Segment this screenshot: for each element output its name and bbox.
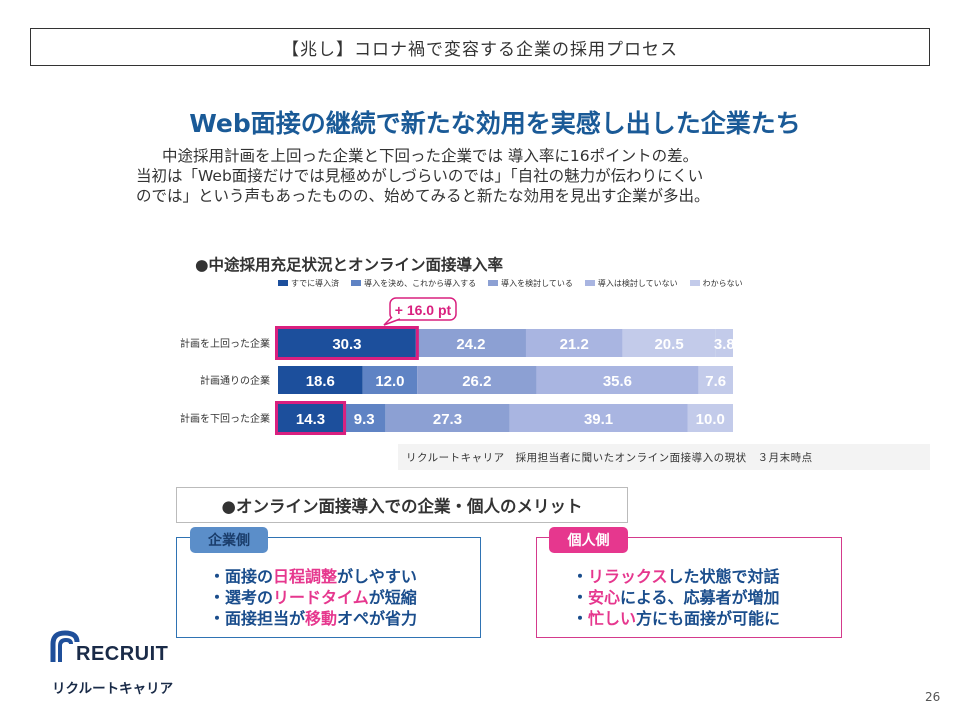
person-merit-list: ・リラックスした状態で対話 ・安心による、応募者が増加 ・忙しい方にも面接が可能に [572,566,780,629]
bar-value-label: 20.5 [654,336,683,353]
merit-item: ・面接担当が移動オペが省力 [209,608,417,629]
bar-value-label: 35.6 [603,373,632,390]
page-number: 26 [925,690,941,704]
bar-value-label: 3.8 [714,336,735,353]
bar-value-label: 9.3 [354,411,375,428]
merit-text: がしやすい [337,567,417,586]
bar-segment [687,404,733,432]
subtitle: 中途採用計画を上回った企業と下回った企業では 導入率に16ポイントの差。 当初は… [120,146,840,206]
bar-segment [698,366,733,394]
stacked-bar-chart: 計画を上回った企業 30.3 24.2 21.2 20.5 3.8 計画通りの企業 18.6 1… [180,297,735,435]
bar-value-label: 7.6 [705,373,726,390]
merit-text: ・選考の [209,588,274,607]
merit-text: ・面接担当が [209,609,306,628]
chart-title: ●中途採用充足状況とオンライン面接導入率 [195,256,504,274]
merit-highlight: 安心 [588,588,621,607]
bar-value-label: 27.3 [433,411,462,428]
highlight-frame [275,326,419,360]
bar-segment [385,404,510,432]
annotation-pointer [383,316,401,326]
source-note: リクルートキャリア 採用担当者に聞いたオンライン面接導入の現状 ３月末時点 [398,444,930,470]
bar-value-label: 14.3 [296,411,325,428]
legend-item: 導入を決め、これから導入する [351,277,476,289]
person-merit-panel [536,537,842,638]
merit-item: ・忙しい方にも面接が可能に [572,608,780,629]
bar-segment [622,329,716,357]
merit-item: ・選考のリードタイムが短縮 [209,587,417,608]
bar-segment [278,366,363,394]
bar-value-label: 18.6 [306,373,335,390]
legend-item: 導入は検討していない [584,277,678,289]
annotation-bubble [389,297,457,321]
subtitle-line-1: 中途採用計画を上回った企業と下回った企業では 導入率に16ポイントの差。 [162,147,699,165]
merit-item: ・安心による、応募者が増加 [572,587,780,608]
person-tag: 個人側 [549,527,628,553]
bar-value-label: 21.2 [560,336,589,353]
merit-item: ・面接の日程調整がしやすい [209,566,417,587]
legend-label: すでに導入済 [291,278,340,288]
bar-segment [343,404,386,432]
legend-label: わからない [702,278,743,288]
subtitle-line-3: のでは」という声もあったものの、始めてみると新たな効用を見出す企業が多出。 [136,187,710,205]
legend-label: 導入は検討していない [597,278,678,288]
legend-swatch [689,280,700,286]
header-title-box: 【兆し】コロナ禍で変容する企業の採用プロセス [30,28,930,66]
legend-label: 導入を決め、これから導入する [364,278,477,288]
merit-text: ・ [572,567,589,586]
bar-segment [278,329,416,357]
bar-value-label: 26.2 [462,373,491,390]
merit-text: ・面接の [209,567,274,586]
category-label: 計画を上回った企業 [180,337,270,350]
bar-value-label: 24.2 [456,336,485,353]
legend-item: わからない [689,277,743,289]
merit-highlight: リラックス [588,567,668,586]
bar-segment [417,366,537,394]
merit-text: した状態で対話 [667,567,780,586]
merit-highlight: リードタイム [273,588,369,607]
legend-swatch [278,280,288,286]
merit-highlight: 移動 [305,609,338,628]
company-merit-list: ・面接の日程調整がしやすい ・選考のリードタイムが短縮 ・面接担当が移動オペが省力 [209,566,417,629]
bar-value-label: 10.0 [696,411,725,428]
subtitle-line-2: 当初は「Web面接だけでは見極めがしづらいのでは」「自社の魅力が伝わりにくい [136,167,704,185]
header-title: 【兆し】コロナ禍で変容する企業の採用プロセス [282,39,678,60]
recruit-career-logo-text: リクルートキャリア [52,681,174,697]
bar-value-label: 12.0 [375,373,404,390]
merit-text: ・ [572,609,589,628]
legend-swatch [351,280,362,286]
annotation-label: + 16.0 pt [395,302,452,318]
legend-item: すでに導入済 [278,277,339,289]
merit-text: 方にも面接が可能に [636,609,781,628]
bar-segment [536,366,699,394]
bar-segment [715,329,733,357]
legend-swatch [584,280,595,286]
merit-highlight: 忙しい [588,609,637,628]
merit-text: による、応募者が増加 [620,588,780,607]
bar-segment [415,329,526,357]
company-merit-panel [176,537,481,638]
recruit-logo-icon [50,630,80,662]
category-label: 計画通りの企業 [200,374,270,387]
bar-segment [362,366,418,394]
chart-legend: すでに導入済 導入を決め、これから導入する 導入を検討している 導入は検討していない わ… [278,277,743,289]
merit-text: オペが省力 [337,609,418,628]
bar-segment [525,329,623,357]
bar-segment [278,404,344,432]
merit-highlight: 日程調整 [273,567,338,586]
category-label: 計画を下回った企業 [180,412,270,425]
merit-item: ・リラックスした状態で対話 [572,566,780,587]
legend-swatch [488,280,499,286]
company-tag: 企業側 [190,527,268,553]
merit-title: ●オンライン面接導入での企業・個人のメリット [176,487,628,523]
legend-label: 導入を検討している [501,278,573,288]
main-title: Web面接の継続で新たな効用を実感し出した企業たち [189,109,801,138]
bar-segment [509,404,688,432]
bar-value-label: 30.3 [332,336,361,353]
merit-text: が短縮 [368,588,417,607]
merit-text: ・ [572,588,589,607]
recruit-logo-text: RECRUIT [76,643,169,665]
highlight-frame [275,401,347,435]
bar-value-label: 39.1 [584,411,613,428]
legend-item: 導入を検討している [488,277,573,289]
